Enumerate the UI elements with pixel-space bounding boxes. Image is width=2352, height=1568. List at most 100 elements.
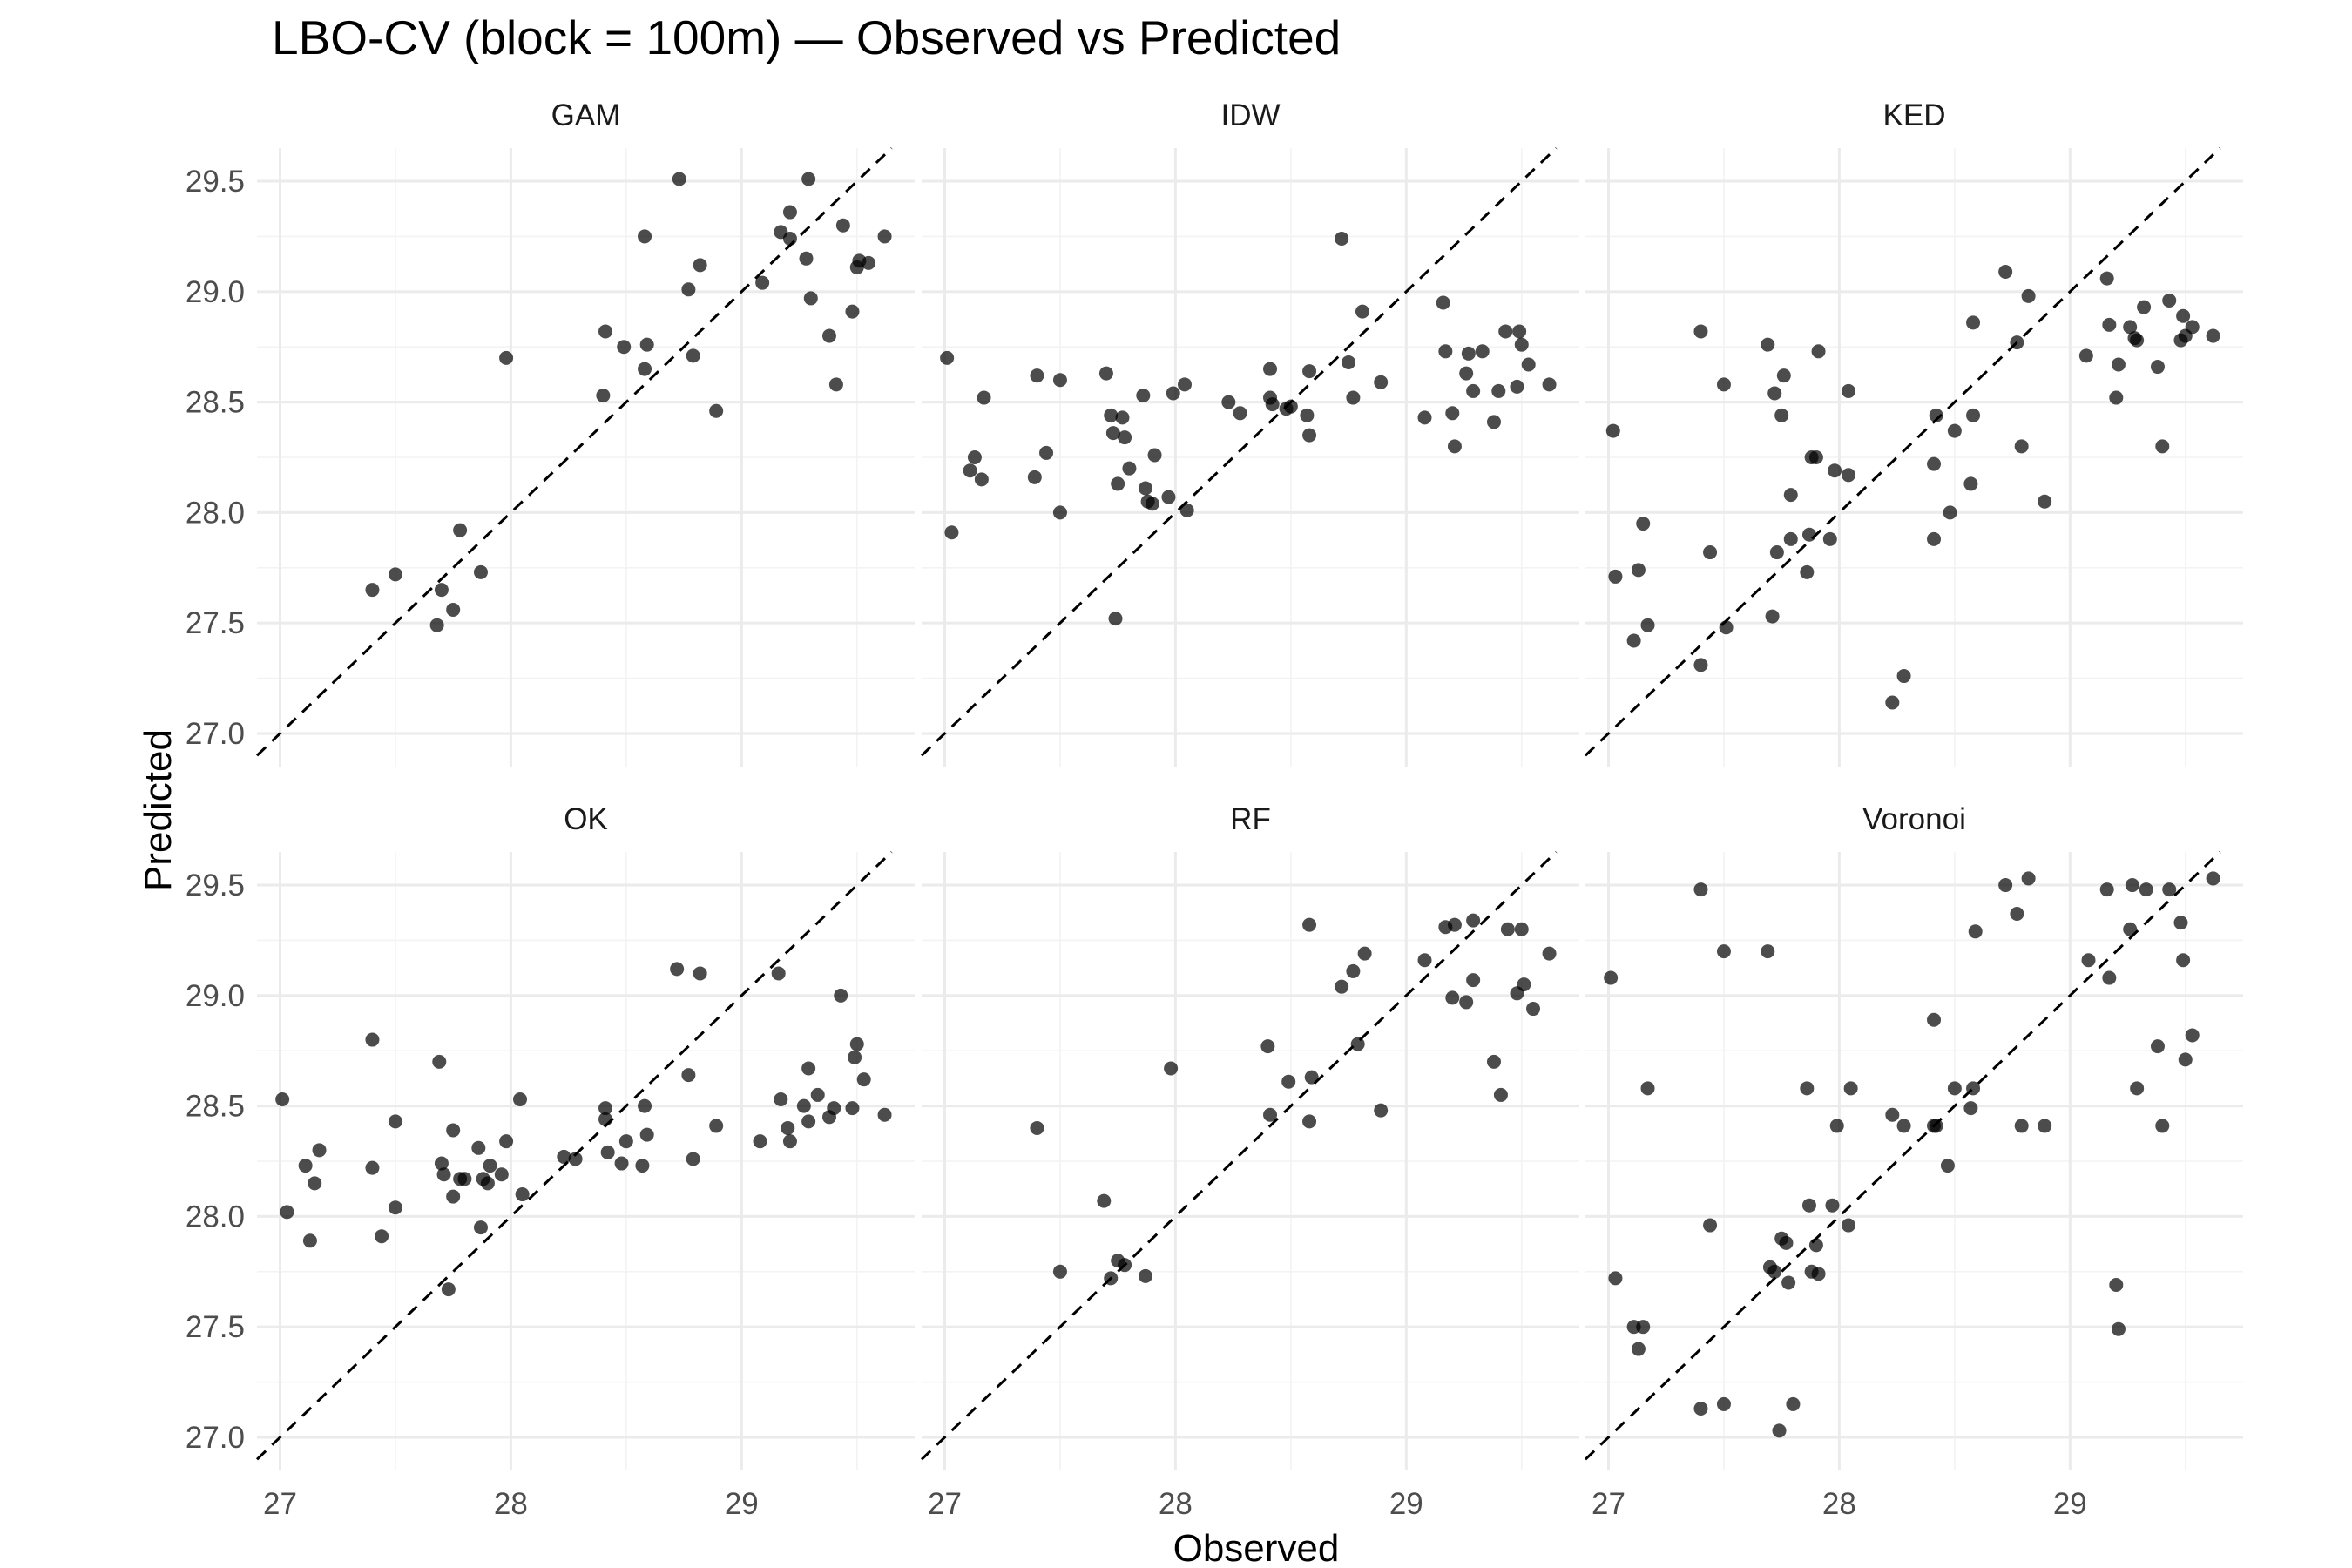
- data-point: [2111, 357, 2126, 372]
- x-tick-label: 29: [2053, 1487, 2087, 1521]
- data-point: [974, 472, 989, 487]
- data-point: [1145, 497, 1159, 511]
- data-point: [845, 1101, 860, 1116]
- data-point: [877, 229, 892, 244]
- data-point: [672, 172, 686, 186]
- data-point: [441, 1282, 456, 1297]
- data-point: [771, 966, 786, 981]
- data-point: [1800, 564, 1815, 579]
- data-point: [1767, 386, 1782, 401]
- data-point: [1039, 445, 1054, 460]
- data-point: [280, 1205, 294, 1220]
- reference-line-y-equals-x: [1584, 146, 2221, 757]
- data-point: [1640, 618, 1655, 632]
- data-point: [1811, 344, 1826, 359]
- data-point: [639, 337, 654, 352]
- data-point: [1636, 1320, 1651, 1335]
- data-point: [471, 1140, 486, 1155]
- panel-strip-label: OK: [564, 802, 608, 836]
- data-point: [1445, 990, 1460, 1005]
- data-point: [473, 1220, 488, 1235]
- data-point: [1466, 913, 1481, 928]
- data-point: [1164, 1061, 1179, 1076]
- data-point: [1842, 468, 1855, 483]
- data-point: [1350, 1037, 1365, 1051]
- data-point: [1943, 505, 1957, 520]
- data-point: [1769, 545, 1784, 560]
- data-point: [635, 1159, 650, 1173]
- data-point: [2173, 916, 2188, 930]
- data-point: [2014, 1119, 2029, 1133]
- data-point: [568, 1152, 583, 1166]
- data-point: [1703, 1218, 1718, 1233]
- data-point: [1800, 1081, 1815, 1096]
- data-point: [1828, 463, 1842, 478]
- data-point: [375, 1229, 389, 1244]
- data-point: [1281, 1074, 1296, 1089]
- panel-idw: IDW: [920, 98, 1579, 767]
- data-point: [639, 1127, 654, 1142]
- data-point: [1761, 944, 1775, 959]
- data-point: [499, 1134, 514, 1149]
- data-point: [1302, 917, 1317, 932]
- x-axis-title: Observed: [1173, 1527, 1340, 1568]
- data-point: [513, 1092, 527, 1106]
- x-tick-label: 28: [1159, 1487, 1193, 1521]
- data-point: [1374, 375, 1389, 389]
- data-point: [453, 523, 468, 537]
- data-point: [1636, 517, 1651, 531]
- data-point: [1542, 377, 1557, 392]
- data-point: [434, 583, 449, 598]
- data-point: [1517, 977, 1531, 992]
- data-point: [1947, 423, 1962, 438]
- data-point: [638, 362, 652, 376]
- panel-strip-label: GAM: [551, 98, 621, 132]
- y-tick-label: 27.0: [186, 1421, 245, 1455]
- data-point: [1027, 470, 1042, 484]
- y-tick-label: 28.0: [186, 1200, 245, 1233]
- data-point: [2078, 348, 2093, 363]
- data-point: [2109, 390, 2124, 405]
- data-point: [1640, 1081, 1655, 1096]
- data-point: [686, 1152, 700, 1166]
- data-point: [557, 1149, 571, 1164]
- data-point: [1693, 658, 1708, 672]
- data-point: [598, 1112, 613, 1126]
- data-point: [2185, 320, 2200, 335]
- data-point: [1716, 377, 1731, 392]
- data-point: [1772, 1423, 1787, 1438]
- data-point: [1963, 1101, 1978, 1116]
- data-point: [1927, 456, 1942, 471]
- data-point: [365, 1160, 380, 1175]
- data-point: [1966, 408, 1981, 422]
- data-point: [1703, 545, 1718, 560]
- data-point: [1631, 1342, 1646, 1356]
- data-point: [598, 324, 613, 339]
- data-point: [1514, 337, 1529, 352]
- data-point: [2099, 271, 2114, 286]
- data-point: [1786, 1396, 1801, 1411]
- data-point: [1475, 344, 1490, 359]
- data-point: [1283, 399, 1298, 414]
- data-point: [432, 1054, 447, 1069]
- data-point: [1896, 1119, 1911, 1133]
- data-point: [2130, 333, 2145, 348]
- data-point: [596, 389, 611, 402]
- data-point: [1885, 1107, 1900, 1122]
- data-point: [2206, 328, 2220, 343]
- y-tick-label: 28.0: [186, 496, 245, 530]
- x-tick-label: 28: [494, 1487, 528, 1521]
- data-point: [457, 1172, 472, 1186]
- data-point: [2155, 439, 2170, 454]
- data-point: [1417, 410, 1432, 425]
- panel-strip-label: RF: [1230, 802, 1271, 836]
- data-point: [1526, 1002, 1541, 1017]
- data-point: [1512, 324, 1527, 339]
- data-point: [1486, 415, 1501, 429]
- data-point: [1808, 1238, 1823, 1253]
- data-point: [365, 1032, 380, 1047]
- data-point: [446, 602, 461, 617]
- data-point: [598, 1101, 613, 1116]
- data-point: [1355, 304, 1369, 319]
- data-point: [494, 1167, 509, 1182]
